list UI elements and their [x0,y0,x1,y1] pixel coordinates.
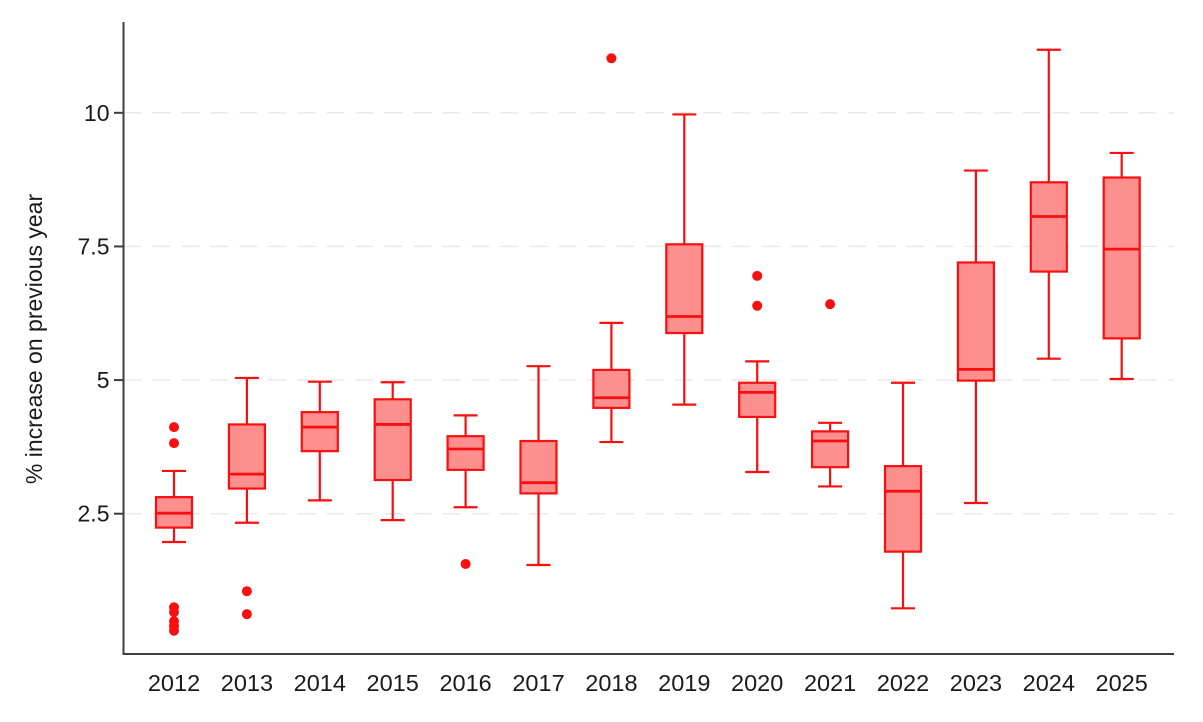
outlier-point [169,422,179,433]
box-group-2016 [446,414,485,569]
iqr-box [956,261,996,382]
x-tick-label-2023: 2023 [950,670,1002,696]
gridlines [123,112,1174,515]
outlier-point [169,438,179,449]
outlier-point [752,270,763,281]
x-tick-label-2019: 2019 [658,670,710,696]
iqr-box [738,381,777,419]
outlier-point [169,625,179,636]
iqr-box [883,465,923,553]
outlier-point [460,558,471,569]
iqr-box [810,430,850,469]
iqr-box [446,435,485,471]
box-group-2019 [665,113,704,406]
outlier-point [606,53,617,64]
outlier-point [241,586,252,597]
x-tick-label-2021: 2021 [804,670,856,696]
box-group-2012 [154,422,194,636]
box-group-2024 [1029,48,1068,360]
iqr-box [665,243,704,335]
x-tick-label-2013: 2013 [221,670,273,696]
y-tick-label-10: 10 [84,100,110,126]
x-tick-label-2020: 2020 [731,670,783,696]
x-tick-label-2024: 2024 [1023,670,1075,696]
outlier-point [752,300,763,311]
box-group-2018 [592,53,631,444]
iqr-box [1102,176,1141,340]
x-tick-label-2022: 2022 [877,670,929,696]
box-group-2013 [227,376,266,620]
iqr-box [373,398,412,482]
axis-labels: 2.5 5 7.5 10 2012 2013 2014 2015 2016 2017 2018 201… [78,100,1148,696]
x-tick-label-2025: 2025 [1096,670,1148,696]
axes [114,22,1174,655]
box-group-2014 [300,380,339,502]
iqr-box [519,439,558,495]
iqr-box [592,368,631,409]
outlier-point [825,299,836,310]
x-tick-label-2014: 2014 [294,670,346,696]
box-group-2025 [1102,151,1141,381]
iqr-box [227,423,266,490]
box-series [154,48,1141,636]
x-tick-label-2018: 2018 [585,670,637,696]
x-tick-label-2015: 2015 [367,670,419,696]
y-tick-label-2.5: 2.5 [78,501,110,527]
box-group-2023 [956,169,996,505]
y-tick-label-7.5: 7.5 [78,233,110,259]
x-tick-label-2017: 2017 [512,670,564,696]
y-tick-label-5: 5 [97,367,110,393]
box-group-2015 [373,381,412,522]
iqr-box [300,411,339,453]
iqr-box [1029,181,1068,273]
box-group-2021 [810,299,850,488]
box-group-2017 [519,365,558,567]
box-group-2022 [883,381,923,610]
y-axis-title: % increase on previous year [21,194,47,485]
box-group-2020 [738,270,777,474]
outlier-point [169,607,179,618]
x-tick-label-2016: 2016 [439,670,491,696]
outlier-point [241,609,252,620]
x-tick-label-2012: 2012 [148,670,200,696]
